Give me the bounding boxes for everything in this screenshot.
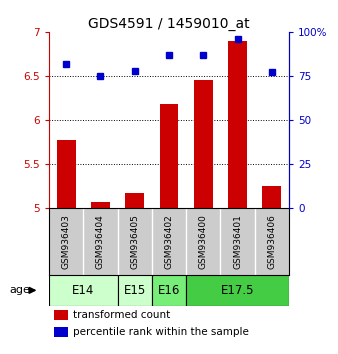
Bar [57, 140, 76, 208]
Text: GSM936404: GSM936404 [96, 214, 105, 269]
Bar [125, 193, 144, 208]
Text: age: age [9, 285, 30, 295]
Bar [186, 275, 289, 306]
Bar [194, 80, 213, 208]
Title: GDS4591 / 1459010_at: GDS4591 / 1459010_at [88, 17, 250, 31]
Bar [91, 202, 110, 208]
Text: percentile rank within the sample: percentile rank within the sample [73, 327, 249, 337]
Text: E16: E16 [158, 284, 180, 297]
Text: GSM936401: GSM936401 [233, 214, 242, 269]
Bar [54, 327, 68, 337]
Text: GSM936402: GSM936402 [165, 214, 173, 269]
Text: GSM936403: GSM936403 [62, 214, 71, 269]
Bar [160, 104, 178, 208]
Text: E14: E14 [72, 284, 95, 297]
Bar [228, 41, 247, 208]
Text: GSM936406: GSM936406 [267, 214, 276, 269]
Bar [118, 275, 152, 306]
Text: GSM936400: GSM936400 [199, 214, 208, 269]
Bar [262, 186, 281, 208]
Text: GSM936405: GSM936405 [130, 214, 139, 269]
Text: transformed count: transformed count [73, 309, 170, 320]
Bar [152, 275, 186, 306]
Bar [49, 275, 118, 306]
Text: E17.5: E17.5 [221, 284, 254, 297]
Bar [54, 310, 68, 320]
Text: E15: E15 [124, 284, 146, 297]
